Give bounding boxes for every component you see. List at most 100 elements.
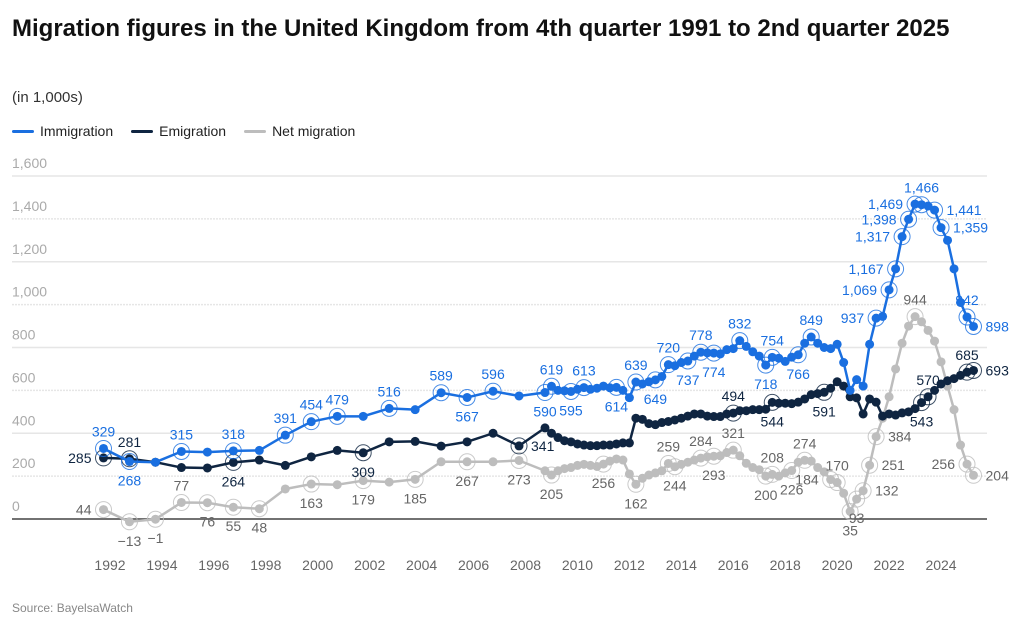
data-point-emigration [410,436,420,446]
data-point-net-migration [176,497,186,507]
data-point-ring [542,466,560,484]
data-point-immigration [605,383,615,393]
data-point-immigration [878,311,888,321]
data-label-immigration: 613 [572,363,596,379]
data-label-net-migration: 76 [200,514,216,530]
data-label-emigration: 570 [916,372,940,388]
data-point-immigration [202,447,212,457]
data-label-net-migration: 267 [455,473,479,489]
data-point-immigration [728,344,738,354]
x-tick-label: 2014 [666,557,697,573]
y-tick-label: 1,600 [12,155,47,171]
data-point-emigration [832,377,842,387]
data-point-net-migration [956,440,966,450]
legend-swatch [244,129,267,133]
data-point-emigration [819,387,829,397]
data-point-immigration [891,264,901,274]
data-point-emigration [579,440,589,450]
data-point-net-migration [910,312,920,322]
data-point-ring [302,413,320,431]
data-point-immigration [910,199,920,209]
data-label-net-migration: 35 [842,522,858,538]
data-point-immigration [436,388,446,398]
data-label-immigration: 1,317 [855,229,890,245]
data-label-immigration: 1,466 [904,180,939,196]
legend-item-net-migration[interactable]: Net migration [244,123,355,139]
data-point-ring [510,437,528,455]
data-point-emigration [280,460,290,470]
data-label-immigration: 596 [481,366,505,382]
data-point-net-migration [754,465,764,475]
data-point-ring [198,494,216,512]
data-point-net-migration [99,505,109,515]
x-tick-label: 2018 [770,557,801,573]
data-point-emigration [930,385,940,395]
data-point-immigration [683,356,693,366]
data-label-emigration: 341 [531,438,555,454]
data-point-net-migration [839,488,849,498]
data-point-emigration [826,383,836,393]
data-label-immigration: 567 [455,408,479,424]
data-point-ring [900,210,918,228]
data-point-ring [380,399,398,417]
data-label-net-migration: 204 [986,467,1010,483]
data-point-net-migration [280,484,290,494]
x-tick-label: 2002 [354,557,385,573]
data-label-immigration: 649 [644,391,668,407]
y-tick-label: 800 [12,327,36,343]
data-point-immigration [956,297,966,307]
data-point-net-migration [624,469,634,479]
data-point-immigration [858,381,868,391]
legend-item-emigration[interactable]: Emigration [131,123,226,139]
data-point-ring [932,219,950,237]
x-tick-label: 2024 [925,557,956,573]
data-point-immigration [228,446,238,456]
x-tick-label: 2020 [822,557,853,573]
data-point-emigration [254,455,264,465]
data-point-emigration [306,452,316,462]
source-note: Source: BayelsaWatch [12,601,133,615]
data-point-net-migration [462,457,472,467]
data-point-immigration [936,223,946,233]
data-point-immigration [124,457,134,467]
legend-swatch [12,129,34,133]
data-label-emigration: 693 [986,362,1010,378]
data-point-ring [120,513,138,531]
data-point-immigration [488,386,498,396]
data-label-net-migration: 200 [754,487,778,503]
data-point-immigration [254,445,264,455]
series-line-immigration [102,202,975,464]
data-point-net-migration [657,466,667,476]
legend-item-immigration[interactable]: Immigration [12,123,113,139]
data-point-emigration [462,437,472,447]
data-point-immigration [793,350,803,360]
data-point-immigration [715,349,725,359]
data-point-ring [328,407,346,425]
data-point-ring [965,466,983,484]
data-point-emigration [176,463,186,473]
x-tick-label: 2004 [406,557,437,573]
data-point-net-migration [813,463,823,473]
data-label-immigration: 614 [605,398,629,414]
legend-label: Net migration [272,123,356,139]
data-point-net-migration [358,476,368,486]
data-point-net-migration [728,445,738,455]
data-point-ring [965,361,983,379]
data-label-net-migration: −13 [118,533,142,549]
data-point-net-migration [254,504,264,514]
data-point-emigration [514,441,524,451]
data-point-ring [861,456,879,474]
data-point-ring [172,493,190,511]
data-point-ring [354,444,372,462]
data-point-immigration [754,351,764,361]
data-label-immigration: 595 [559,402,583,418]
x-tick-label: 1998 [250,557,281,573]
data-point-immigration [553,385,563,395]
data-point-immigration [462,392,472,402]
y-tick-label: 600 [12,369,36,385]
data-label-net-migration: 944 [903,292,927,308]
data-point-net-migration [904,321,914,331]
data-point-net-migration [819,467,829,477]
data-label-immigration: 619 [540,361,564,377]
data-point-immigration [332,411,342,421]
